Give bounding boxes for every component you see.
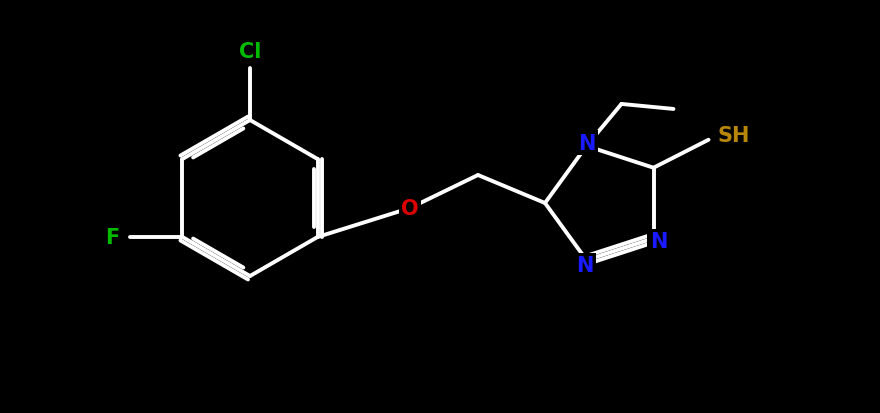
- Text: Cl: Cl: [238, 42, 261, 62]
- Text: N: N: [578, 134, 595, 154]
- Text: SH: SH: [717, 126, 750, 145]
- Text: O: O: [401, 199, 419, 218]
- Text: F: F: [106, 228, 120, 247]
- Text: N: N: [649, 232, 667, 252]
- Text: N: N: [576, 256, 593, 275]
